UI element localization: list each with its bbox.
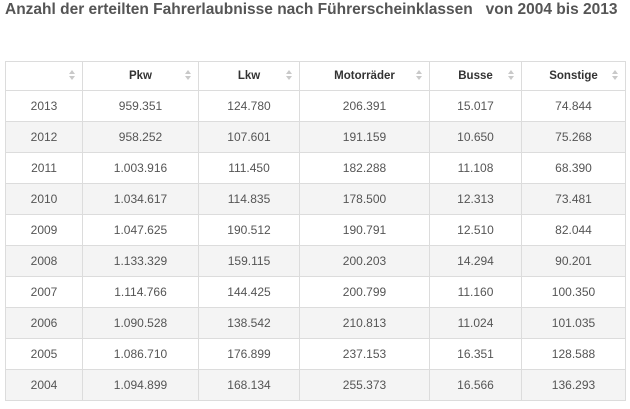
table-row: 2013 959.351 124.780 206.391 15.017 74.844 — [5, 90, 626, 122]
year-cell: 2013 — [5, 90, 83, 122]
table-row: 2006 1.090.528 138.542 210.813 11.024 101.035 — [5, 307, 626, 339]
table-cell: 138.542 — [198, 307, 300, 339]
table-row: 2007 1.114.766 144.425 200.799 11.160 100.350 — [5, 276, 626, 308]
year-cell: 2009 — [5, 214, 83, 246]
year-cell: 2004 — [5, 369, 83, 401]
year-cell: 2008 — [5, 245, 83, 277]
table-row: 2012 958.252 107.601 191.159 10.650 75.268 — [5, 121, 626, 153]
table-cell: 206.391 — [299, 90, 430, 122]
table-row: 2011 1.003.916 111.450 182.288 11.108 68.390 — [5, 152, 626, 184]
table-cell: 16.566 — [429, 369, 522, 401]
column-header-busse[interactable]: Busse — [429, 61, 522, 91]
table-cell: 144.425 — [198, 276, 300, 308]
table-cell: 237.153 — [299, 338, 430, 370]
table-cell: 16.351 — [429, 338, 522, 370]
table-cell: 168.134 — [198, 369, 300, 401]
table-cell: 11.024 — [429, 307, 522, 339]
sort-arrows-icon[interactable] — [612, 70, 618, 82]
table-row: 2005 1.086.710 176.899 237.153 16.351 128.588 — [5, 338, 626, 370]
sort-arrows-icon[interactable] — [286, 70, 292, 82]
table-cell: 159.115 — [198, 245, 300, 277]
table-cell: 73.481 — [521, 183, 626, 215]
data-table-container: Pkw Lkw Motorräder Busse Sonstige 2013 959.35… — [5, 61, 626, 401]
table-cell: 176.899 — [198, 338, 300, 370]
sort-arrows-icon[interactable] — [416, 70, 422, 82]
table-row: 2004 1.094.899 168.134 255.373 16.566 136.293 — [5, 369, 626, 401]
column-header-label: Sonstige — [549, 70, 598, 82]
table-cell: 136.293 — [521, 369, 626, 401]
table-cell: 68.390 — [521, 152, 626, 184]
table-cell: 958.252 — [82, 121, 199, 153]
table-cell: 190.512 — [198, 214, 300, 246]
table-cell: 178.500 — [299, 183, 430, 215]
table-cell: 12.313 — [429, 183, 522, 215]
year-cell: 2006 — [5, 307, 83, 339]
table-cell: 12.510 — [429, 214, 522, 246]
table-row: 2009 1.047.625 190.512 190.791 12.510 82.044 — [5, 214, 626, 246]
table-cell: 191.159 — [299, 121, 430, 153]
table-cell: 1.047.625 — [82, 214, 199, 246]
column-header-sonstige[interactable]: Sonstige — [521, 61, 626, 91]
column-header-pkw[interactable]: Pkw — [82, 61, 199, 91]
column-header-motorräder[interactable]: Motorräder — [299, 61, 430, 91]
sort-arrows-icon[interactable] — [185, 70, 191, 82]
table-body: 2013 959.351 124.780 206.391 15.017 74.844 201… — [5, 90, 626, 401]
table-cell: 1.034.617 — [82, 183, 199, 215]
table-cell: 210.813 — [299, 307, 430, 339]
table-cell: 190.791 — [299, 214, 430, 246]
column-header-label: Motorräder — [334, 70, 395, 82]
table-header-row: Pkw Lkw Motorräder Busse Sonstige — [5, 61, 626, 91]
year-cell: 2012 — [5, 121, 83, 153]
year-cell: 2007 — [5, 276, 83, 308]
table-cell: 128.588 — [521, 338, 626, 370]
table-cell: 200.203 — [299, 245, 430, 277]
table-cell: 1.094.899 — [82, 369, 199, 401]
year-cell: 2010 — [5, 183, 83, 215]
table-cell: 1.133.329 — [82, 245, 199, 277]
table-row: 2010 1.034.617 114.835 178.500 12.313 73.481 — [5, 183, 626, 215]
table-cell: 1.114.766 — [82, 276, 199, 308]
table-cell: 15.017 — [429, 90, 522, 122]
table-cell: 100.350 — [521, 276, 626, 308]
table-cell: 14.294 — [429, 245, 522, 277]
column-header-label: Pkw — [128, 70, 152, 82]
table-cell: 114.835 — [198, 183, 300, 215]
column-header-label: Lkw — [237, 70, 261, 82]
table-cell: 82.044 — [521, 214, 626, 246]
table-cell: 959.351 — [82, 90, 199, 122]
sort-arrows-icon[interactable] — [508, 70, 514, 82]
table-cell: 255.373 — [299, 369, 430, 401]
table-cell: 10.650 — [429, 121, 522, 153]
table-cell: 11.160 — [429, 276, 522, 308]
table-cell: 75.268 — [521, 121, 626, 153]
table-cell: 200.799 — [299, 276, 430, 308]
table-cell: 107.601 — [198, 121, 300, 153]
table-cell: 1.086.710 — [82, 338, 199, 370]
column-header-year[interactable] — [5, 61, 83, 91]
table-cell: 90.201 — [521, 245, 626, 277]
table-cell: 11.108 — [429, 152, 522, 184]
page-title: Anzahl der erteilten Fahrerlaubnisse nac… — [5, 1, 618, 18]
table-cell: 1.090.528 — [82, 307, 199, 339]
sort-arrows-icon[interactable] — [69, 70, 75, 82]
table-cell: 101.035 — [521, 307, 626, 339]
table-row: 2008 1.133.329 159.115 200.203 14.294 90.201 — [5, 245, 626, 277]
data-table: Pkw Lkw Motorräder Busse Sonstige 2013 959.35… — [5, 61, 626, 401]
table-cell: 111.450 — [198, 152, 300, 184]
table-cell: 124.780 — [198, 90, 300, 122]
column-header-label: Busse — [458, 70, 493, 82]
table-cell: 182.288 — [299, 152, 430, 184]
table-cell: 74.844 — [521, 90, 626, 122]
year-cell: 2005 — [5, 338, 83, 370]
year-cell: 2011 — [5, 152, 83, 184]
column-header-lkw[interactable]: Lkw — [198, 61, 300, 91]
table-cell: 1.003.916 — [82, 152, 199, 184]
